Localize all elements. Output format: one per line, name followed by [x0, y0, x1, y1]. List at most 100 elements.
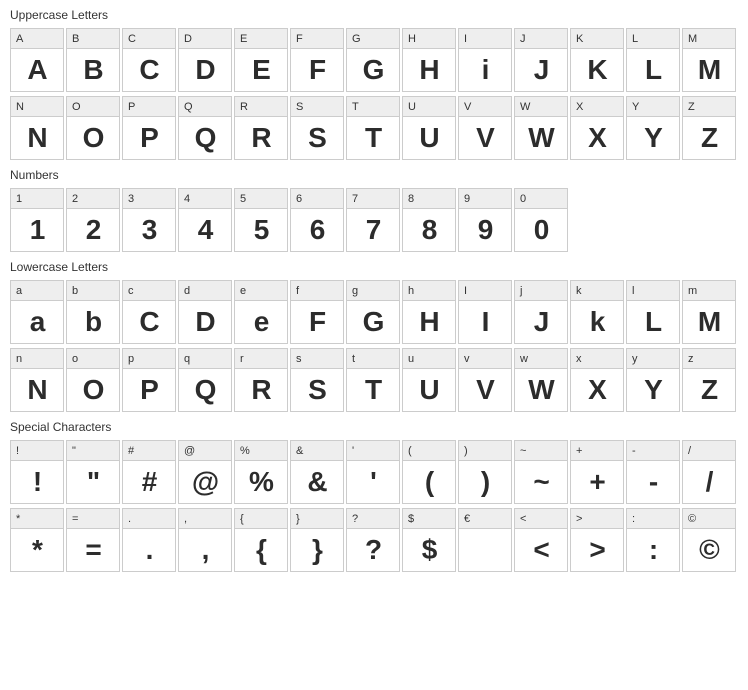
- glyph-label: C: [123, 29, 175, 49]
- glyph-label: y: [627, 349, 679, 369]
- glyph-label: d: [179, 281, 231, 301]
- glyph-label: @: [179, 441, 231, 461]
- glyph-label: }: [291, 509, 343, 529]
- glyph-label: -: [627, 441, 679, 461]
- glyph-display: J: [515, 49, 567, 91]
- glyph-label: *: [11, 509, 63, 529]
- glyph-display: ': [347, 461, 399, 503]
- section: Lowercase LettersaabbcCdDeefFgGhHIIjJkkl…: [10, 260, 738, 412]
- glyph-cell: ..: [122, 508, 176, 572]
- glyph-display: :: [627, 529, 679, 571]
- glyph-label: R: [235, 97, 287, 117]
- glyph-display: G: [347, 301, 399, 343]
- glyph-cell: mM: [682, 280, 736, 344]
- glyph-display: U: [403, 369, 455, 411]
- glyph-display: A: [11, 49, 63, 91]
- glyph-display: %: [235, 461, 287, 503]
- glyph-cell: ((: [402, 440, 456, 504]
- glyph-cell: lL: [626, 280, 680, 344]
- glyph-display: *: [11, 529, 63, 571]
- glyph-display: 8: [403, 209, 455, 251]
- glyph-cell: pP: [122, 348, 176, 412]
- glyph-label: 3: [123, 189, 175, 209]
- glyph-display: P: [123, 117, 175, 159]
- glyph-label: 7: [347, 189, 399, 209]
- glyph-display: ": [67, 461, 119, 503]
- glyph-cell: 55: [234, 188, 288, 252]
- section: Uppercase LettersAABBCCDDEEFFGGHHIiJJKKL…: [10, 8, 738, 160]
- glyph-cell: fF: [290, 280, 344, 344]
- glyph-cell: oO: [66, 348, 120, 412]
- glyph-display: }: [291, 529, 343, 571]
- glyph-label: Y: [627, 97, 679, 117]
- glyph-cell: tT: [346, 348, 400, 412]
- glyph-cell: ~~: [514, 440, 568, 504]
- glyph-cell: UU: [402, 96, 456, 160]
- glyph-display: O: [67, 117, 119, 159]
- glyph-display: X: [571, 117, 623, 159]
- glyph-cell: MM: [682, 28, 736, 92]
- glyph-display: L: [627, 49, 679, 91]
- glyph-cell: HH: [402, 28, 456, 92]
- glyph-label: .: [123, 509, 175, 529]
- glyph-label: {: [235, 509, 287, 529]
- glyph-label: t: [347, 349, 399, 369]
- glyph-cell: ??: [346, 508, 400, 572]
- glyph-label: 8: [403, 189, 455, 209]
- glyph-label: b: [67, 281, 119, 301]
- glyph-cell: $$: [402, 508, 456, 572]
- glyph-cell: 88: [402, 188, 456, 252]
- glyph-label: r: [235, 349, 287, 369]
- glyph-cell: {{: [234, 508, 288, 572]
- section-title: Uppercase Letters: [10, 8, 738, 22]
- glyph-display: W: [515, 369, 567, 411]
- glyph-display: Y: [627, 369, 679, 411]
- glyph-label: 0: [515, 189, 567, 209]
- glyph-label: =: [67, 509, 119, 529]
- glyph-cell: GG: [346, 28, 400, 92]
- glyph-cell: YY: [626, 96, 680, 160]
- glyph-label: E: [235, 29, 287, 49]
- glyph-cell: uU: [402, 348, 456, 412]
- glyph-label: g: [347, 281, 399, 301]
- glyph-cell: nN: [10, 348, 64, 412]
- glyph-display: 1: [11, 209, 63, 251]
- glyph-label: A: [11, 29, 63, 49]
- glyph-label: >: [571, 509, 623, 529]
- glyph-label: T: [347, 97, 399, 117]
- glyph-label: p: [123, 349, 175, 369]
- glyph-display: T: [347, 369, 399, 411]
- glyph-display: Z: [683, 117, 735, 159]
- glyph-display: U: [403, 117, 455, 159]
- glyph-display: =: [67, 529, 119, 571]
- glyph-cell: yY: [626, 348, 680, 412]
- glyph-label: S: [291, 97, 343, 117]
- glyph-label: 1: [11, 189, 63, 209]
- section-title: Lowercase Letters: [10, 260, 738, 274]
- glyph-label: 6: [291, 189, 343, 209]
- glyph-display: L: [627, 301, 679, 343]
- glyph-cell: <<: [514, 508, 568, 572]
- glyph-grid: !!""##@@%%&&''(())~~++--//**==..,,{{}}??…: [10, 440, 738, 572]
- glyph-display: <: [515, 529, 567, 571]
- glyph-display: S: [291, 117, 343, 159]
- glyph-cell: OO: [66, 96, 120, 160]
- glyph-display: {: [235, 529, 287, 571]
- glyph-cell: ©©: [682, 508, 736, 572]
- glyph-display: $: [403, 529, 455, 571]
- glyph-display: J: [515, 301, 567, 343]
- glyph-cell: aa: [10, 280, 64, 344]
- glyph-display: k: [571, 301, 623, 343]
- glyph-label: o: [67, 349, 119, 369]
- glyph-cell: qQ: [178, 348, 232, 412]
- glyph-cell: sS: [290, 348, 344, 412]
- glyph-cell: DD: [178, 28, 232, 92]
- glyph-label: W: [515, 97, 567, 117]
- glyph-display: N: [11, 369, 63, 411]
- glyph-cell: 11: [10, 188, 64, 252]
- glyph-display: !: [11, 461, 63, 503]
- glyph-display: I: [459, 301, 511, 343]
- glyph-label: X: [571, 97, 623, 117]
- glyph-label: G: [347, 29, 399, 49]
- glyph-label: n: [11, 349, 63, 369]
